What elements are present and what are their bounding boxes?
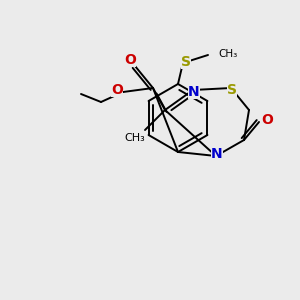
Text: N: N [188,85,200,99]
Text: O: O [111,83,123,97]
Text: O: O [261,113,273,127]
Text: CH₃: CH₃ [124,133,146,143]
Text: N: N [211,147,223,161]
Text: CH₃: CH₃ [218,49,237,59]
Text: S: S [227,83,237,97]
Text: S: S [181,55,191,69]
Text: O: O [124,53,136,67]
